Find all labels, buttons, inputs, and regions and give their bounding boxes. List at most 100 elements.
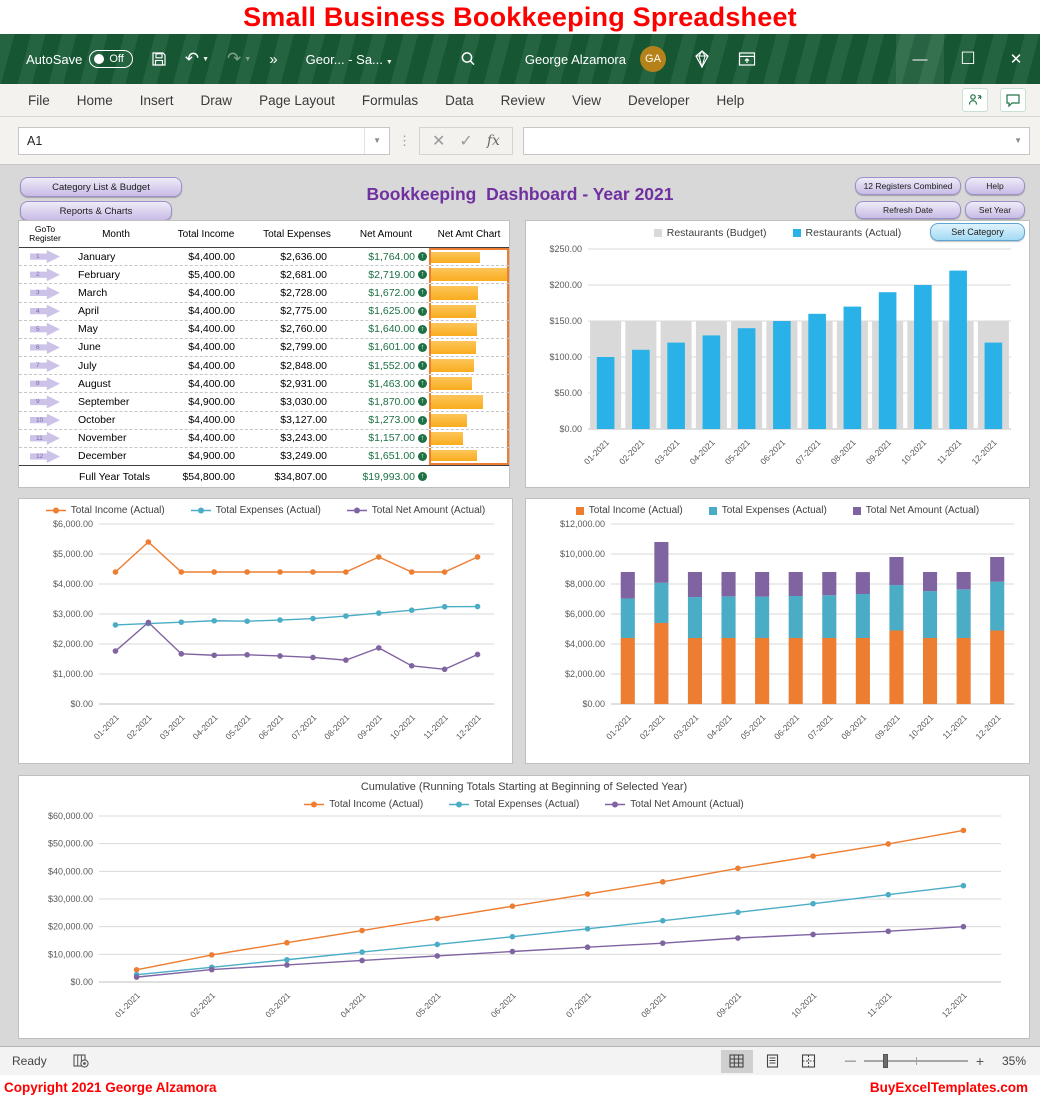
expenses-cell: $3,030.00	[280, 395, 327, 408]
formula-input[interactable]: ▼	[522, 126, 1030, 155]
net-amount-databar-cell	[429, 284, 509, 302]
svg-text:$0.00: $0.00	[70, 977, 93, 987]
redo-button[interactable]: ↷ ▼	[227, 49, 251, 69]
goto-register-button[interactable]: 4	[30, 304, 60, 318]
svg-text:12-2021: 12-2021	[940, 990, 969, 1019]
autosave-label: AutoSave	[26, 51, 83, 67]
more-commands-button[interactable]: »	[269, 51, 277, 68]
month-cell: December	[78, 450, 127, 463]
zoom-slider-thumb[interactable]	[882, 1054, 888, 1068]
page-break-view-icon[interactable]	[793, 1050, 825, 1073]
category-list-budget-button[interactable]: Category List & Budget	[20, 177, 182, 197]
net-amount-cell: $1,601.00 ↑	[343, 341, 429, 353]
page-layout-view-icon[interactable]	[757, 1050, 789, 1073]
formula-expand-icon[interactable]: ▼	[1014, 136, 1022, 145]
goto-register-button[interactable]: 7	[30, 359, 60, 373]
tab-insert[interactable]: Insert	[139, 92, 174, 108]
chart-legend: Total Income (Actual) Total Expenses (Act…	[45, 505, 485, 516]
close-button[interactable]: ✕	[1009, 51, 1023, 68]
cancel-entry-icon[interactable]: ✕	[432, 132, 446, 150]
premium-diamond-icon[interactable]	[692, 50, 712, 68]
income-cell: $4,400.00	[188, 323, 235, 336]
tab-draw[interactable]: Draw	[200, 92, 233, 108]
svg-text:$0.00: $0.00	[559, 424, 582, 434]
goto-register-button[interactable]: 6	[30, 340, 60, 354]
goto-register-button[interactable]: 1	[30, 250, 60, 264]
col-header-income: Total Income	[177, 228, 235, 240]
tab-home[interactable]: Home	[76, 92, 113, 108]
avatar[interactable]: GA	[640, 46, 666, 72]
goto-register-button[interactable]: 2	[30, 268, 60, 282]
search-icon[interactable]	[459, 50, 477, 68]
svg-text:03-2021: 03-2021	[652, 437, 681, 466]
chart-legend: Restaurants (Budget) Restaurants (Actual)	[653, 227, 901, 239]
name-box[interactable]: A1 ▼	[18, 126, 390, 155]
zoom-percent[interactable]: 35%	[1001, 1054, 1026, 1068]
maximize-button[interactable]: ☐	[960, 49, 976, 68]
tab-file[interactable]: File	[28, 92, 50, 108]
tab-data[interactable]: Data	[445, 92, 474, 108]
tab-review[interactable]: Review	[500, 92, 545, 108]
col-header-month: Month	[102, 228, 130, 240]
income-cell: $4,400.00	[188, 359, 235, 372]
set-year-button[interactable]: Set Year	[965, 201, 1025, 219]
normal-view-icon[interactable]	[720, 1049, 753, 1073]
databar	[431, 340, 476, 355]
share-icon[interactable]	[962, 88, 988, 112]
undo-icon: ↶	[184, 49, 200, 68]
svg-text:10-2021: 10-2021	[899, 437, 928, 466]
databar	[431, 268, 507, 282]
goto-register-button[interactable]: 9	[30, 395, 60, 409]
name-box-dropdown-icon[interactable]: ▼	[364, 127, 389, 154]
goto-register-button[interactable]: 11	[30, 431, 60, 445]
goto-register-button[interactable]: 3	[30, 286, 60, 300]
minimize-button[interactable]: —	[896, 34, 944, 84]
help-button[interactable]: Help	[965, 177, 1025, 195]
confirm-entry-icon[interactable]: ✓	[459, 132, 473, 150]
table-row: 4 April $4,400.00 $2,775.00 $1,625.00 ↑	[19, 302, 509, 321]
tab-formulas[interactable]: Formulas	[361, 92, 419, 108]
svg-text:02-2021: 02-2021	[617, 437, 646, 466]
svg-text:$0.00: $0.00	[70, 699, 93, 709]
macro-record-icon[interactable]	[73, 1054, 89, 1068]
goto-register-button[interactable]: 12	[30, 449, 60, 463]
tab-view[interactable]: View	[571, 92, 601, 108]
autosave-state: Off	[109, 53, 124, 65]
svg-text:$0.00: $0.00	[582, 699, 605, 709]
autosave-toggle[interactable]: Off	[89, 50, 133, 68]
refresh-date-button[interactable]: Refresh Date	[855, 201, 961, 219]
tab-help[interactable]: Help	[716, 92, 745, 108]
goto-register-button[interactable]: 5	[30, 322, 60, 336]
zoom-in-icon[interactable]: +	[975, 1053, 984, 1069]
comment-icon[interactable]	[1000, 88, 1026, 112]
svg-text:01-2021: 01-2021	[604, 712, 633, 741]
website-text: BuyExcelTemplates.com	[869, 1080, 1028, 1095]
document-title[interactable]: Geor... - Sa... ▼	[306, 52, 393, 67]
net-amount-cell: $2,719.00 ↑	[343, 269, 429, 281]
goto-register-button[interactable]: 10	[30, 413, 60, 427]
income-cell: $4,900.00	[188, 395, 235, 408]
restaurants-chart-panel: Restaurants (Budget) Restaurants (Actual)…	[525, 220, 1030, 488]
table-row: 11 November $4,400.00 $3,243.00 $1,157.00 ↑	[19, 429, 509, 448]
svg-text:09-2021: 09-2021	[714, 990, 743, 1019]
undo-button[interactable]: ↶ ▼	[185, 49, 209, 69]
registers-combined-button[interactable]: 12 Registers Combined	[855, 177, 961, 195]
svg-text:08-2021: 08-2021	[829, 437, 858, 466]
svg-text:$3,000.00: $3,000.00	[53, 609, 93, 619]
user-name[interactable]: George Alzamora	[524, 51, 626, 67]
income-cell: $4,900.00	[188, 450, 235, 463]
save-icon[interactable]	[151, 51, 167, 67]
svg-text:01-2021: 01-2021	[92, 712, 121, 741]
goto-register-button[interactable]: 8	[30, 377, 60, 391]
ribbon-display-options-icon[interactable]	[738, 51, 756, 67]
tab-page-layout[interactable]: Page Layout	[259, 92, 335, 108]
tab-developer[interactable]: Developer	[627, 92, 690, 108]
zoom-slider[interactable]	[863, 1054, 968, 1068]
zoom-out-icon[interactable]: —	[844, 1055, 856, 1067]
set-category-button[interactable]: Set Category	[930, 223, 1025, 241]
insert-function-icon[interactable]: fx	[486, 132, 500, 149]
databar	[431, 304, 477, 318]
redo-icon: ↷	[227, 49, 242, 68]
svg-text:08-2021: 08-2021	[639, 990, 668, 1019]
monthly-lines-chart-panel: Total Income (Actual) Total Expenses (Act…	[18, 498, 513, 764]
